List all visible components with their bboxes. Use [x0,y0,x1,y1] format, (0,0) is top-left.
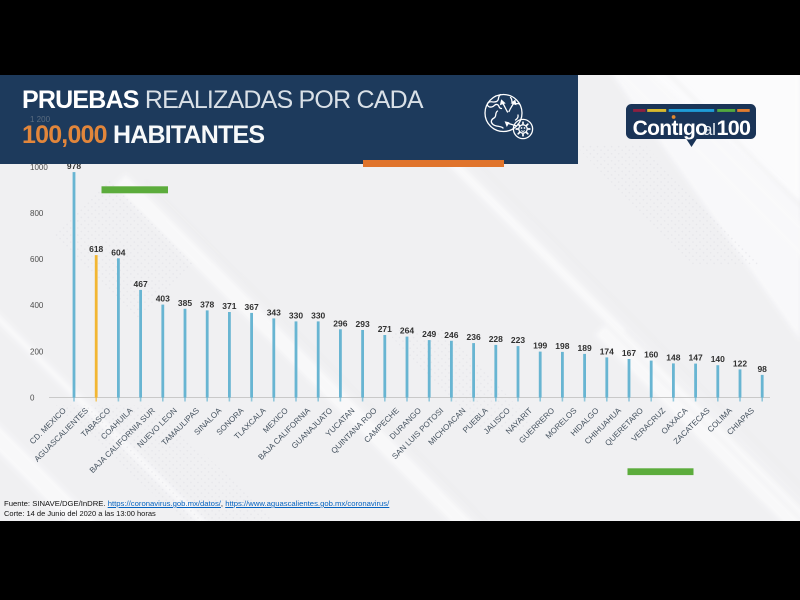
svg-text:343: 343 [267,307,281,317]
svg-text:Contıgo: Contıgo [632,117,707,140]
svg-text:223: 223 [511,335,525,345]
svg-text:189: 189 [578,343,592,353]
svg-text:403: 403 [156,294,170,304]
svg-text:98: 98 [757,364,767,374]
svg-text:271: 271 [378,324,392,334]
svg-text:264: 264 [400,326,414,336]
svg-text:978: 978 [67,161,81,171]
svg-text:200: 200 [30,347,44,356]
svg-text:160: 160 [644,350,658,360]
svg-text:199: 199 [533,341,547,351]
svg-text:296: 296 [333,318,347,328]
svg-text:148: 148 [666,352,680,362]
svg-text:140: 140 [711,354,725,364]
svg-text:604: 604 [111,247,125,257]
svg-text:378: 378 [200,299,214,309]
svg-text:618: 618 [89,244,103,254]
svg-text:1000: 1000 [30,163,48,172]
svg-text:174: 174 [600,346,614,356]
svg-text:467: 467 [134,279,148,289]
svg-text:293: 293 [356,319,370,329]
svg-text:246: 246 [444,330,458,340]
svg-text:228: 228 [489,334,503,344]
svg-text:385: 385 [178,298,192,308]
svg-text:371: 371 [222,301,236,311]
svg-text:367: 367 [245,302,259,312]
svg-text:147: 147 [689,353,703,363]
svg-text:122: 122 [733,358,747,368]
svg-text:100: 100 [716,116,751,140]
svg-text:236: 236 [467,332,481,342]
svg-text:198: 198 [555,341,569,351]
svg-text:249: 249 [422,329,436,339]
svg-text:600: 600 [30,255,44,264]
svg-text:800: 800 [30,209,44,218]
svg-text:0: 0 [30,393,35,402]
svg-text:330: 330 [311,310,325,320]
svg-text:al: al [703,120,716,139]
svg-text:400: 400 [30,301,44,310]
svg-text:167: 167 [622,348,636,358]
svg-text:330: 330 [289,310,303,320]
